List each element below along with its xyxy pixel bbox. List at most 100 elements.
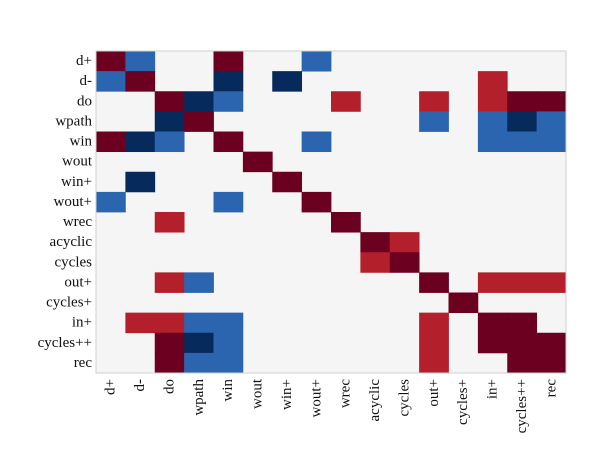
heatmap-cell-win-in+ [477, 131, 508, 153]
y-tick-label-win+: win+ [61, 174, 92, 190]
heatmap-cell-wout+-win [213, 191, 244, 213]
heatmap-cell-out+-rec [536, 272, 567, 293]
heatmap-cell-cycles++-rec [536, 332, 567, 354]
heatmap-cell-win-d- [125, 131, 156, 153]
y-tick-label-cycles+: cycles+ [46, 295, 92, 311]
heatmap-cell-d--d+ [96, 71, 126, 92]
heatmap-cell-win+-win+ [272, 171, 303, 193]
x-tick-label-wout+: wout+ [308, 379, 324, 417]
heatmap-cell-win-win [213, 131, 244, 153]
heatmap-cell-out+-cycles++ [507, 272, 538, 293]
heatmap-cell-rec-out+ [419, 352, 449, 374]
x-tick-label-acyclic: acyclic [367, 379, 383, 422]
y-tick-label-out+: out+ [64, 274, 92, 290]
heatmap-cell-do-cycles++ [507, 91, 538, 112]
x-tick-label-in+: in+ [485, 379, 501, 399]
heatmap-cell-out+-in+ [477, 272, 508, 293]
y-tick-label-wpath: wpath [55, 113, 92, 129]
heatmap-cell-d+-d- [125, 51, 156, 72]
heatmap-cell-do-wrec [331, 91, 361, 112]
heatmap-cell-wrec-wrec [331, 212, 361, 233]
heatmap-cell-cycles-acyclic [360, 252, 391, 273]
heatmap-cell-in+-win [213, 312, 244, 334]
heatmap-cells [96, 51, 567, 374]
heatmap-cell-in+-d- [125, 312, 156, 334]
heatmap-cell-cycles++-wpath [184, 332, 214, 354]
heatmap-cell-cycles+-cycles+ [448, 292, 479, 314]
heatmap-cell-in+-do [154, 312, 185, 334]
x-tick-label-do: do [161, 379, 177, 394]
heatmap-cell-wout-wout [242, 151, 273, 173]
heatmap-cell-wpath-rec [536, 111, 567, 132]
heatmap-cell-do-out+ [419, 91, 449, 112]
heatmap-cell-cycles++-out+ [419, 332, 449, 354]
heatmap-cell-out+-do [154, 272, 185, 293]
heatmap-cell-wpath-out+ [419, 111, 449, 132]
y-tick-label-win: win [70, 134, 93, 150]
heatmap-cell-wout+-d+ [96, 191, 126, 213]
y-tick-label-d+: d+ [76, 53, 92, 69]
x-tick-label-rec: rec [543, 379, 559, 398]
heatmap-cell-wrec-do [154, 212, 185, 233]
heatmap-cell-win-do [154, 131, 185, 153]
heatmap-cell-cycles++-win [213, 332, 244, 354]
y-tick-label-rec: rec [74, 355, 93, 371]
heatmap-cell-d--d- [125, 71, 156, 92]
heatmap-cell-d--win [213, 71, 244, 92]
x-tick-label-cycles+: cycles+ [455, 379, 471, 425]
heatmap-cell-rec-rec [536, 352, 567, 374]
heatmap-cell-do-do [154, 91, 185, 112]
heatmap-cell-out+-wpath [184, 272, 214, 293]
heatmap-cell-acyclic-acyclic [360, 232, 391, 253]
x-tick-label-cycles: cycles [396, 379, 412, 417]
heatmap-cell-d+-d+ [96, 51, 126, 72]
x-tick-label-wout: wout [250, 378, 266, 409]
heatmap-cell-rec-do [154, 352, 185, 374]
heatmap-cell-in+-out+ [419, 312, 449, 334]
x-tick-label-out+: out+ [426, 379, 442, 407]
plot-frame [95, 50, 567, 374]
heatmap-cell-d--win+ [272, 71, 303, 92]
heatmap-cell-cycles++-do [154, 332, 185, 354]
x-tick-label-d+: d+ [103, 379, 119, 395]
heatmap-cell-in+-in+ [477, 312, 508, 334]
heatmap-cell-win-wout+ [301, 131, 332, 153]
x-tick-label-win: win [220, 379, 236, 402]
heatmap-cell-rec-cycles++ [507, 352, 538, 374]
heatmap-cell-wpath-cycles++ [507, 111, 538, 132]
heatmap-cell-do-wpath [184, 91, 214, 112]
heatmap-cell-in+-cycles++ [507, 312, 538, 334]
heatmap-cell-wpath-in+ [477, 111, 508, 132]
y-tick-label-acyclic: acyclic [50, 234, 93, 250]
heatmap-cell-acyclic-cycles [389, 232, 420, 253]
y-tick-labels: d+ d-do wpath win wout win+ wout+ wrec acyclic cy… [38, 53, 93, 371]
heatmap-cell-cycles++-in+ [477, 332, 508, 354]
heatmap-cell-cycles-cycles [389, 252, 420, 273]
heatmap-cell-wout+-wout+ [301, 191, 332, 213]
heatmap-cell-win-cycles++ [507, 131, 538, 153]
heatmap-cell-win-d+ [96, 131, 126, 153]
heatmap-cell-cycles++-cycles++ [507, 332, 538, 354]
y-tick-label-wout: wout [62, 154, 93, 170]
heatmap-cell-win+-d- [125, 171, 156, 193]
heatmap-cell-d--in+ [477, 71, 508, 92]
heatmap-cell-win-rec [536, 131, 567, 153]
heatmap-cell-rec-wpath [184, 352, 214, 374]
x-tick-label-d-: d- [132, 379, 148, 392]
heatmap-cell-out+-out+ [419, 272, 449, 293]
x-tick-label-win+: win+ [279, 379, 295, 410]
y-tick-label-cycles: cycles [55, 254, 93, 270]
y-tick-label-d-: d- [80, 73, 93, 89]
heatmap-cell-d+-wout+ [301, 51, 332, 72]
heatmap-cell-do-rec [536, 91, 567, 112]
x-tick-labels: d+ d-do wpath win wout win+ wout+ wrec acyclic cy… [103, 378, 560, 433]
heatmap-cell-rec-win [213, 352, 244, 374]
heatmap-cell-wpath-do [154, 111, 185, 132]
y-tick-label-wrec: wrec [63, 214, 92, 230]
heatmap-cell-wpath-wpath [184, 111, 214, 132]
heatmap-cell-do-in+ [477, 91, 508, 112]
heatmap-cell-d+-win [213, 51, 244, 72]
x-tick-label-wpath: wpath [191, 379, 207, 416]
x-tick-label-wrec: wrec [338, 379, 354, 408]
